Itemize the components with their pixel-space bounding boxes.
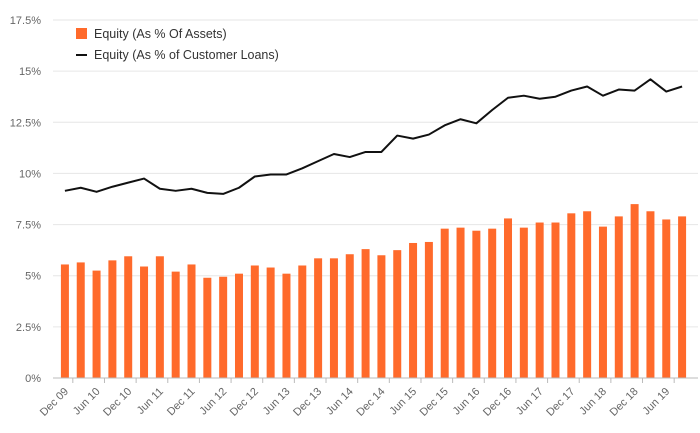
- bar: [345, 254, 354, 378]
- y-tick-label: 10%: [19, 168, 41, 180]
- line-series: [64, 78, 683, 195]
- series-line-loans: [64, 78, 683, 195]
- bar: [551, 222, 560, 378]
- bar: [282, 273, 291, 378]
- bar: [456, 227, 465, 378]
- bar: [234, 273, 243, 378]
- bar: [250, 265, 259, 378]
- bar: [504, 218, 513, 378]
- y-tick-label: 5%: [25, 271, 41, 283]
- bar: [203, 277, 212, 378]
- bar: [219, 276, 228, 378]
- x-tick-label: Dec 17: [544, 386, 577, 419]
- y-tick-label: 7.5%: [16, 220, 41, 232]
- legend-label-assets: Equity (As % Of Assets): [94, 27, 227, 41]
- bar: [361, 249, 370, 378]
- bar-series: [60, 204, 687, 378]
- x-tick-label: Jun 14: [324, 386, 356, 418]
- x-tick-label: Jun 15: [387, 386, 419, 418]
- legend-swatch-assets: [76, 28, 87, 39]
- bar: [583, 211, 592, 378]
- bar: [662, 219, 671, 378]
- bar: [187, 264, 196, 378]
- bar: [377, 255, 386, 378]
- bar: [76, 262, 85, 378]
- x-tick-label: Jun 16: [451, 386, 483, 418]
- x-tick-label: Dec 09: [38, 386, 71, 419]
- bar: [124, 256, 133, 378]
- bar: [92, 270, 101, 378]
- bar: [409, 242, 418, 378]
- bar: [646, 211, 655, 378]
- x-tick-label: Jun 18: [577, 386, 609, 418]
- x-tick-label: Dec 14: [354, 386, 387, 419]
- x-tick-label: Dec 15: [418, 386, 451, 419]
- bar: [630, 204, 639, 378]
- bar: [298, 265, 307, 378]
- x-tick-label: Dec 13: [291, 386, 324, 419]
- bar: [614, 216, 623, 378]
- bar: [678, 216, 687, 378]
- bar: [440, 228, 449, 378]
- x-tick-label: Jun 10: [71, 386, 103, 418]
- x-tick-label: Dec 11: [165, 386, 198, 419]
- bar: [598, 226, 607, 378]
- bar: [488, 228, 497, 378]
- x-tick-label: Dec 10: [101, 386, 134, 419]
- x-tick-label: Dec 18: [608, 386, 641, 419]
- y-tick-label: 12.5%: [10, 117, 41, 129]
- x-tick-label: Jun 12: [197, 386, 229, 418]
- x-tick-label: Jun 17: [514, 386, 546, 418]
- y-tick-label: 2.5%: [16, 322, 41, 334]
- bar: [535, 222, 544, 378]
- bar: [424, 241, 433, 378]
- y-axis-ticks: 0% 2.5% 5% 7.5% 10% 12.5% 15% 17.5%: [10, 15, 41, 385]
- y-tick-label: 15%: [19, 66, 41, 78]
- bar: [393, 250, 402, 378]
- y-tick-label: 17.5%: [10, 15, 41, 27]
- bar: [472, 230, 481, 378]
- bar: [567, 213, 576, 378]
- bar: [314, 258, 323, 378]
- bar: [140, 266, 149, 378]
- legend: Equity (As % Of Assets) Equity (As % of …: [76, 27, 279, 62]
- legend-label-loans: Equity (As % of Customer Loans): [94, 48, 279, 62]
- bar: [108, 260, 117, 378]
- bar: [60, 264, 69, 378]
- bar: [171, 271, 180, 378]
- x-tick-label: Dec 16: [481, 386, 514, 419]
- bar: [329, 258, 338, 378]
- bar: [266, 267, 275, 378]
- x-tick-label: Dec 12: [228, 386, 261, 419]
- x-tick-label: Jun 13: [261, 386, 293, 418]
- bar: [155, 256, 164, 378]
- x-tick-label: Jun 19: [641, 386, 673, 418]
- x-tick-label: Jun 11: [135, 386, 166, 417]
- bar: [519, 227, 528, 378]
- y-tick-label: 0%: [25, 373, 41, 385]
